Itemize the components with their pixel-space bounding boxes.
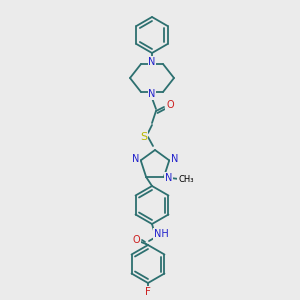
Text: O: O	[166, 100, 174, 110]
Text: F: F	[145, 287, 151, 297]
Text: N: N	[171, 154, 178, 164]
Text: NH: NH	[154, 229, 168, 239]
Text: N: N	[165, 173, 172, 183]
Text: N: N	[148, 89, 156, 99]
Text: O: O	[132, 235, 140, 245]
Text: N: N	[132, 154, 140, 164]
Text: S: S	[140, 132, 148, 142]
Text: N: N	[148, 57, 156, 67]
Text: CH₃: CH₃	[178, 175, 194, 184]
